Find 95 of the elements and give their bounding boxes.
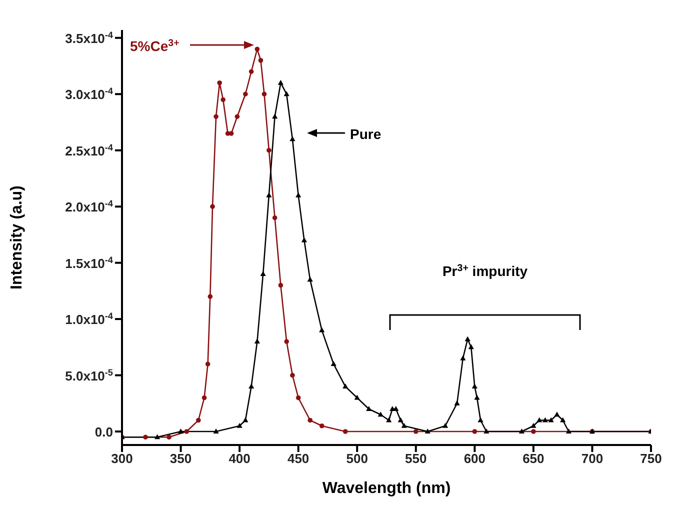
point [296, 395, 301, 400]
point [242, 417, 248, 422]
annotation: Pr$^{3+}$ impurity [442, 262, 528, 279]
point [205, 362, 210, 366]
point [278, 80, 284, 85]
point [464, 336, 470, 342]
point [401, 422, 407, 428]
y-axis-title: Intensity (a.u) [8, 185, 26, 290]
point [424, 428, 430, 434]
point [319, 327, 325, 332]
x-tick-label: 600 [464, 451, 486, 466]
point [260, 271, 266, 276]
y-tick-label: 2.0x10$^{-4}$ [65, 198, 114, 215]
point [202, 395, 207, 400]
point [307, 276, 313, 282]
y-tick-label: 1.5x10$^{-4}$ [65, 254, 114, 271]
point [248, 384, 254, 389]
y-tick-label: 1.0x10$^{-4}$ [65, 311, 114, 328]
y-tick-label: 5.0x10$^{-5}$ [65, 367, 113, 384]
point [296, 192, 302, 198]
point [290, 136, 296, 142]
point [484, 428, 490, 434]
point [530, 422, 536, 428]
point [254, 46, 260, 52]
point [542, 417, 548, 422]
point [548, 417, 554, 422]
point [454, 400, 460, 406]
point [166, 434, 172, 440]
point [243, 92, 248, 97]
point [342, 429, 348, 434]
point [474, 394, 480, 400]
point [184, 429, 190, 434]
y-tick-label: 3.0x10$^{-4}$ [65, 86, 114, 102]
point [228, 131, 234, 136]
point [330, 361, 336, 366]
point [210, 204, 215, 209]
x-tick-label: 450 [287, 451, 310, 466]
point [266, 148, 272, 153]
point [236, 422, 242, 428]
x-tick-label: 750 [640, 451, 662, 466]
annotation: Pure [350, 126, 382, 142]
point [478, 417, 484, 422]
point [208, 294, 213, 299]
point [278, 282, 284, 288]
point [196, 418, 201, 423]
point [284, 339, 289, 344]
point [217, 80, 222, 86]
point [518, 428, 524, 434]
point [234, 114, 240, 119]
point [354, 394, 360, 400]
point [178, 428, 184, 434]
point [284, 91, 290, 96]
x-tick-label: 650 [522, 451, 544, 466]
point [566, 428, 572, 434]
y-tick-label: 0.0 [94, 424, 113, 440]
point [560, 417, 566, 422]
point [442, 422, 448, 428]
point [301, 237, 308, 242]
point [554, 412, 560, 417]
point [531, 429, 536, 434]
point [319, 423, 324, 428]
x-tick-label: 350 [170, 451, 192, 466]
point [290, 372, 295, 378]
point [413, 429, 418, 434]
x-tick-label: 500 [346, 451, 368, 466]
point [398, 417, 404, 422]
y-tick-label: 2.5x10$^{-4}$ [65, 142, 114, 158]
point [220, 97, 226, 102]
x-tick-label: 300 [111, 451, 133, 466]
point [248, 69, 254, 74]
x-tick-label: 700 [581, 451, 604, 466]
point [214, 114, 218, 119]
point [366, 406, 372, 412]
point [460, 355, 466, 360]
x-tick-label: 550 [405, 451, 427, 466]
point [468, 344, 474, 350]
point [386, 417, 392, 422]
annotation: 5%Ce$^{3+}$ [130, 38, 180, 54]
point [272, 114, 278, 119]
point [472, 429, 478, 434]
point [154, 434, 160, 440]
point [342, 384, 348, 389]
point [472, 384, 478, 389]
point [213, 428, 219, 434]
point [254, 338, 260, 344]
point [143, 434, 148, 440]
x-tick-label: 400 [228, 451, 250, 466]
point [262, 92, 267, 97]
y-tick-label: 3.5x10$^{-4}$ [65, 30, 114, 46]
point [378, 412, 384, 417]
point [536, 417, 542, 422]
x-axis-title: Wavelength (nm) [322, 480, 451, 497]
point [308, 418, 312, 423]
point [272, 215, 278, 220]
point [258, 58, 264, 63]
